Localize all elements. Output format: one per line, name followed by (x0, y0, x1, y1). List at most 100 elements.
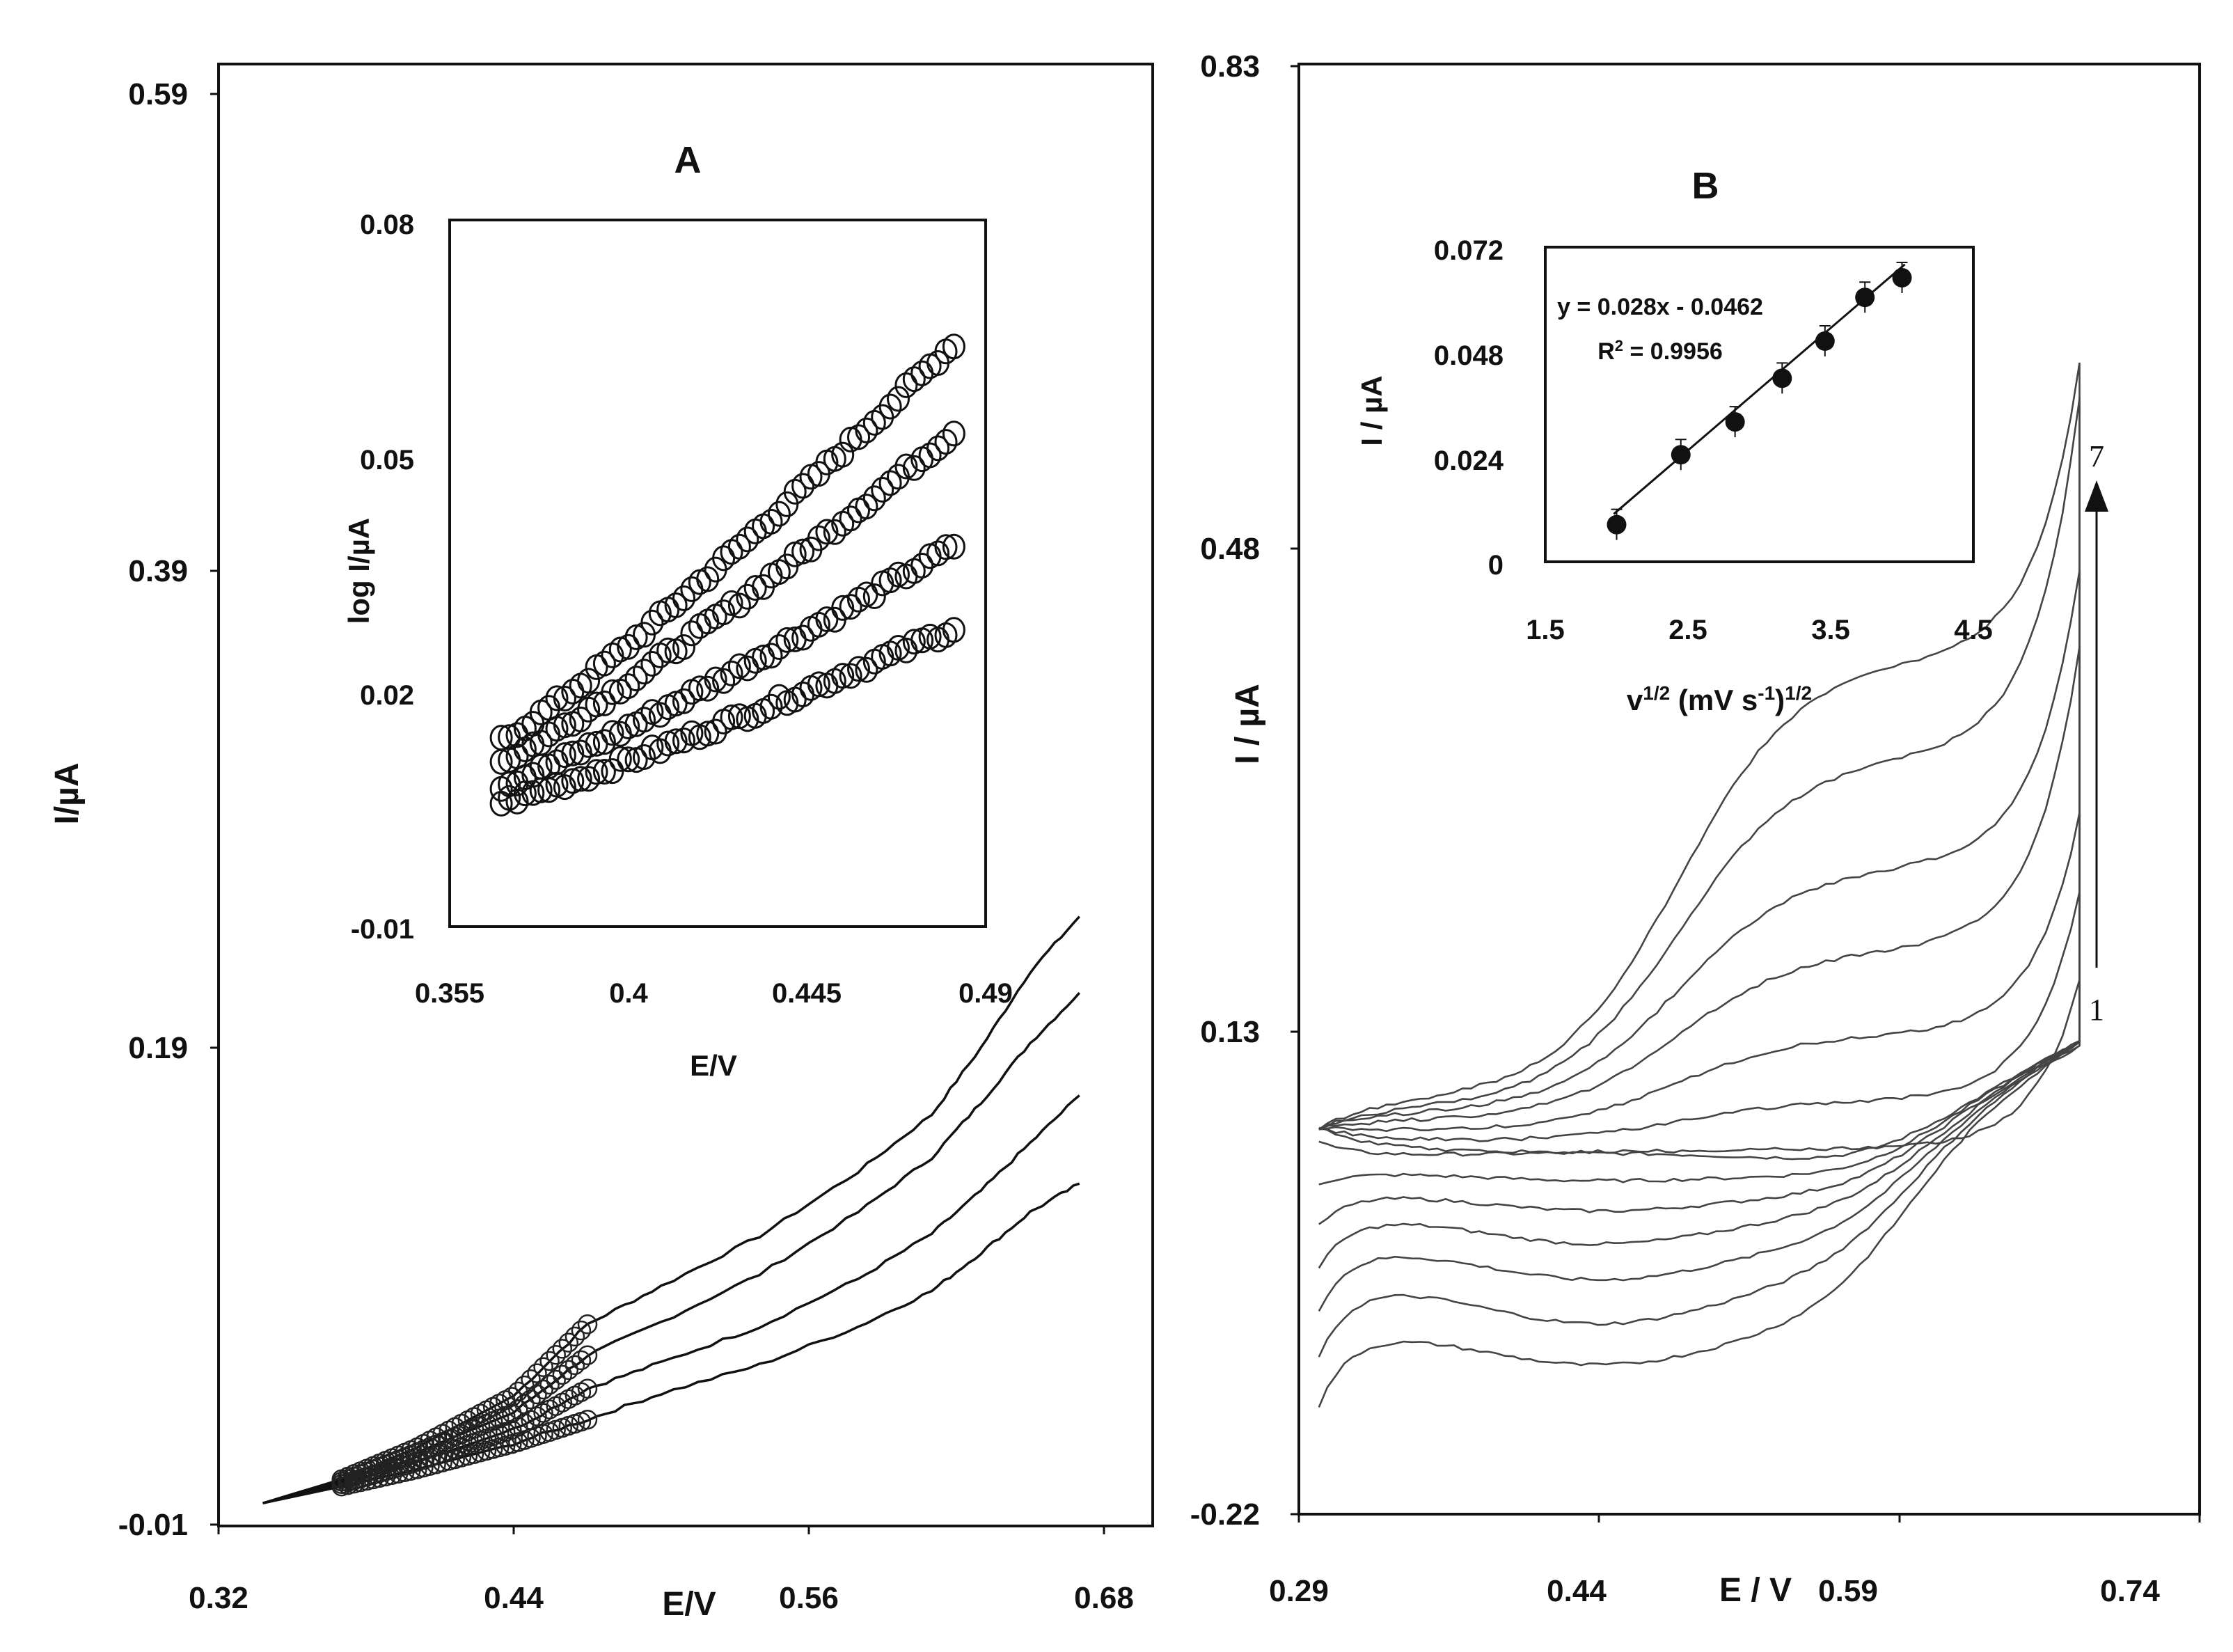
panel-a-inset-point (759, 693, 783, 720)
panel-a-inset-point (759, 643, 783, 669)
panel-a-inset-point (887, 561, 910, 588)
panel-a-inset-point (942, 617, 965, 643)
panel-a-marker (369, 1468, 390, 1488)
panel-a-inset-point (672, 727, 695, 754)
panel-a-inset-point (736, 526, 759, 553)
panel-a-inset-point (887, 464, 910, 490)
panel-a-y-tick-label: 0.19 (128, 1031, 188, 1065)
panel-a-inset-point (712, 599, 736, 626)
panel-a-inset-point (862, 583, 886, 609)
panel-a-inset-point (839, 505, 862, 532)
panel-a-inset-point (672, 585, 695, 611)
curve-label-first: 1 (2089, 993, 2104, 1027)
panel-a-inset-point (664, 592, 688, 618)
panel-a-title: A (674, 139, 702, 181)
panel-a-inset-point (815, 519, 839, 545)
panel-b-inset-x-tick-label: 2.5 (1668, 615, 1707, 645)
panel-b-inset-frame (1544, 246, 1975, 563)
panel-a-marker (552, 1339, 573, 1359)
fit-r-squared: R2 = 0.9956 (1597, 337, 1723, 365)
panel-a-inset-point (712, 668, 736, 694)
panel-b-inset-y-label: I / µA (1355, 375, 1388, 446)
panel-a-inset-point (577, 732, 601, 758)
panel-a-inset-point (942, 420, 965, 447)
panel-b-inset-point (1892, 267, 1912, 288)
panel-a-inset-point (791, 538, 815, 565)
panel-a-inset-point (767, 501, 791, 527)
panel-b-inset-y-tick-label: 0.048 (1434, 340, 1504, 371)
curve-label-last: 7 (2089, 439, 2104, 473)
panel-a-inset-point (592, 729, 616, 755)
panel-a-inset-point (767, 634, 791, 660)
panel-a-y-tick-label: 0.39 (128, 554, 188, 588)
panel-a-inset-point (529, 777, 553, 803)
panel-b-curves (1318, 362, 2081, 1408)
panel-a-inset-point (601, 720, 624, 746)
panel-a-inset-point (934, 429, 958, 455)
panel-a-inset-point (727, 592, 751, 619)
panel-a-curves (262, 915, 1081, 1504)
panel-a-inset-point (934, 534, 958, 560)
panel-a-marker (381, 1465, 402, 1486)
panel-a-inset-point (791, 473, 815, 499)
panel-a-inset-point (513, 780, 537, 807)
panel-a-marker (356, 1470, 377, 1491)
panel-a-inset-point (855, 417, 878, 443)
panel-a-inset-point (847, 656, 870, 682)
panel-a-inset-x-tick-label: 0.355 (415, 978, 484, 1009)
panel-b-inset: 0.072 0.048 0.024 0 1.5 2.5 3.5 4.5 v1/2… (1355, 235, 1993, 716)
panel-a-y-ticks: -0.01 0.19 0.39 0.59 (118, 77, 219, 1542)
panel-a-inset-point (831, 663, 855, 689)
x-label-sup: -1 (1758, 682, 1775, 704)
panel-b-y-tick-label: -0.22 (1190, 1497, 1260, 1532)
panel-b-y-ticks: -0.22 0.13 0.48 0.83 (1190, 49, 1299, 1532)
panel-a-x-tick-label: 0.32 (189, 1581, 248, 1615)
panel-a-inset-point (592, 650, 616, 677)
panel-b-inset-x-label: v1/2 (mV s-1)1/2 (1627, 682, 1812, 717)
panel-b-inset-x-tick-label: 4.5 (1954, 615, 1993, 645)
panel-a-y-tick-label: -0.01 (118, 1508, 188, 1542)
panel-a-inset-point (617, 746, 640, 773)
panel-a-inset-point (902, 455, 926, 481)
panel-a-marker (577, 1314, 598, 1335)
panel-a-inset-point (624, 624, 648, 650)
panel-a-inset-point (664, 691, 688, 717)
panel-a-markers (331, 1314, 598, 1497)
x-label-mid: (mV s (1670, 684, 1758, 716)
panel-a-inset-point (894, 453, 918, 480)
panel-a-marker (552, 1364, 573, 1385)
panel-b-inset-content (1607, 261, 1912, 540)
panel-a-inset-x-tick-label: 0.49 (958, 978, 1013, 1009)
panel-a-inset-point (617, 714, 640, 739)
panel-a-inset-point (633, 659, 656, 685)
panel-a-marker (558, 1360, 579, 1380)
panel-a-inset-point (902, 629, 926, 655)
panel-a-inset-point (839, 594, 862, 620)
panel-a-inset-point (855, 656, 878, 683)
panel-a-x-label: E/V (662, 1586, 716, 1623)
panel-a-inset-points (489, 333, 965, 817)
panel-a-inset-point (585, 691, 608, 718)
panel-b-x-tick-label: 0.59 (1818, 1574, 1878, 1608)
panel-a-inset-point (712, 545, 736, 572)
panel-b-x-ticks: 0.29 0.44 0.59 0.74 (1269, 1514, 2201, 1608)
panel-a-inset-point (918, 442, 942, 469)
panel-b-inset-point (1725, 412, 1745, 432)
panel-b-title: B (1692, 165, 1719, 207)
panel-a-marker (577, 1378, 598, 1399)
panel-a-marker (521, 1389, 541, 1410)
panel-a-inset-point (696, 675, 720, 702)
panel-a-inset-point (617, 673, 640, 700)
panel-a-inset-point (720, 660, 743, 686)
panel-a-marker (539, 1351, 560, 1371)
panel-a-inset-point (831, 441, 855, 468)
panel-a: -0.01 0.19 0.39 0.59 0.32 0.44 0.56 0.68… (49, 63, 1154, 1623)
panel-a-marker (533, 1357, 553, 1378)
panel-a-marker (571, 1320, 592, 1341)
panel-a-inset-x-label: E/V (690, 1049, 737, 1082)
panel-a-inset-point (720, 590, 743, 616)
panel-a-inset-point (577, 766, 601, 792)
panel-a-inset-x-tick-label: 0.445 (772, 978, 842, 1009)
panel-a-inset-point (696, 721, 720, 747)
panel-a-inset-y-tick-label: 0.02 (360, 680, 414, 711)
